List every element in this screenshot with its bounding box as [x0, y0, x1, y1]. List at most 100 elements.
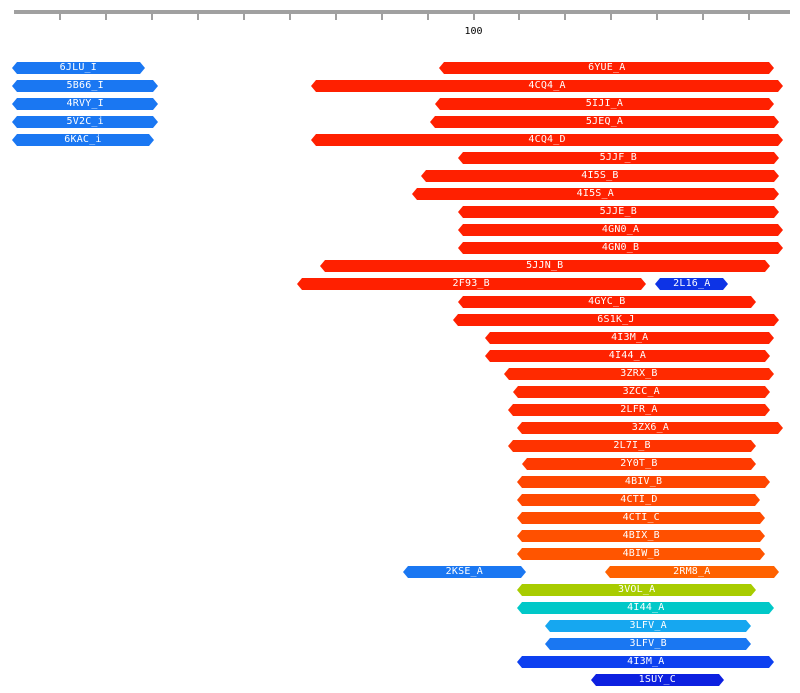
hit-bar-4cti-d[interactable]: 4CTI_D — [517, 494, 761, 506]
hit-bar-1suy-c[interactable]: 1SUY_C — [591, 674, 724, 686]
hit-bar-right-arrow — [769, 656, 775, 668]
hit-bar-body — [522, 476, 765, 488]
hit-bar-right-arrow — [640, 278, 646, 290]
hit-bar-body — [324, 260, 765, 272]
hit-bar-body — [425, 170, 774, 182]
hit-bar-right-arrow — [153, 80, 159, 92]
hit-bar-body — [527, 458, 751, 470]
hit-bar-label: 2LFR_A — [620, 404, 658, 415]
hit-bar-label: 6YUE_A — [588, 62, 626, 73]
hit-bar-right-arrow — [778, 224, 784, 236]
hit-bar-2f93-b[interactable]: 2F93_B — [296, 278, 646, 290]
hit-bar-left-arrow — [545, 620, 551, 632]
hit-bar-right-arrow — [153, 98, 159, 110]
hit-bar-3lfv-b[interactable]: 3LFV_B — [545, 638, 752, 650]
hit-bar-right-arrow — [778, 422, 784, 434]
hit-bar-4i3m-a[interactable]: 4I3M_A — [485, 332, 775, 344]
ruler-tick — [518, 14, 521, 20]
hit-bar-label: 4CTI_C — [622, 512, 660, 523]
hit-bar-body — [522, 530, 761, 542]
hit-bar-6kac-i[interactable]: 6KAC_i — [12, 134, 154, 146]
hit-bar-3lfv-a[interactable]: 3LFV_A — [545, 620, 752, 632]
hit-bar-5v2c-i[interactable]: 5V2C_i — [12, 116, 159, 128]
hit-bar-3zx6-a[interactable]: 3ZX6_A — [517, 422, 784, 434]
hit-bar-4i5s-b[interactable]: 4I5S_B — [420, 170, 779, 182]
hit-bar-4rvy-i[interactable]: 4RVY_I — [12, 98, 159, 110]
hit-bar-left-arrow — [12, 62, 17, 74]
hit-bar-4cq4-d[interactable]: 4CQ4_D — [310, 134, 784, 146]
hit-bar-4biv-b[interactable]: 4BIV_B — [517, 476, 770, 488]
hit-bar-body — [17, 116, 154, 128]
hit-bar-right-arrow — [778, 80, 784, 92]
hit-bar-label: 2RM8_A — [673, 566, 711, 577]
hit-bar-label: 3ZX6_A — [631, 422, 670, 433]
hit-bar-3vol-a[interactable]: 3VOL_A — [517, 584, 756, 596]
hit-bar-label: 2KSE_A — [445, 566, 483, 577]
ruler-tick — [426, 14, 429, 20]
hit-bar-left-arrow — [522, 458, 528, 470]
hit-bar-4bix-b[interactable]: 4BIX_B — [517, 530, 766, 542]
hit-bar-2rm8-a[interactable]: 2RM8_A — [604, 566, 779, 578]
hit-bar-left-arrow — [457, 224, 463, 236]
hit-bar-4gn0-b[interactable]: 4GN0_B — [457, 242, 784, 254]
hit-bar-right-arrow — [773, 170, 779, 182]
hit-bar-2l7i-b[interactable]: 2L7I_B — [508, 440, 756, 452]
hit-bar-body — [17, 98, 154, 110]
ruler-tick — [104, 14, 107, 20]
hit-bar-label: 2L7I_B — [613, 440, 651, 451]
hit-bar-4biw-b[interactable]: 4BIW_B — [517, 548, 766, 560]
hit-bar-body — [522, 656, 770, 668]
hit-bar-5jjf-b[interactable]: 5JJF_B — [457, 152, 779, 164]
ruler-tick — [472, 14, 475, 20]
hit-bar-5b66-i[interactable]: 5B66_I — [12, 80, 159, 92]
hit-bar-right-arrow — [750, 296, 756, 308]
hit-bar-2l16-a[interactable]: 2L16_A — [655, 278, 729, 290]
hit-bar-6jlu-i[interactable]: 6JLU_I — [12, 62, 145, 74]
hit-bar-label: 4CTI_D — [620, 494, 658, 505]
hit-bar-body — [462, 152, 774, 164]
hit-bar-2kse-a[interactable]: 2KSE_A — [402, 566, 527, 578]
hit-bar-body — [462, 206, 774, 218]
hit-bar-body — [513, 440, 751, 452]
hit-bar-right-arrow — [760, 548, 766, 560]
hit-bar-label: 4CQ4_A — [528, 80, 566, 91]
hit-bar-body — [315, 80, 779, 92]
ruler-label-100: 100 — [464, 26, 483, 37]
hit-bar-right-arrow — [723, 278, 729, 290]
hit-bar-left-arrow — [512, 386, 518, 398]
hit-bar-5jeq-a[interactable]: 5JEQ_A — [430, 116, 779, 128]
hit-bar-3zrx-b[interactable]: 3ZRX_B — [503, 368, 775, 380]
hit-bar-4i44-a[interactable]: 4I44_A — [485, 350, 770, 362]
hit-bar-left-arrow — [485, 332, 491, 344]
hit-bar-4i44-a[interactable]: 4I44_A — [517, 602, 775, 614]
hit-bar-5iji-a[interactable]: 5IJI_A — [434, 98, 775, 110]
hit-bar-3zcc-a[interactable]: 3ZCC_A — [512, 386, 770, 398]
hit-bar-4cti-c[interactable]: 4CTI_C — [517, 512, 766, 524]
hit-bar-6yue-a[interactable]: 6YUE_A — [439, 62, 775, 74]
hit-bar-2lfr-a[interactable]: 2LFR_A — [508, 404, 770, 416]
hit-bar-4i3m-a[interactable]: 4I3M_A — [517, 656, 775, 668]
hit-bar-body — [315, 134, 779, 146]
hit-bar-right-arrow — [746, 620, 752, 632]
hit-bar-body — [522, 548, 761, 560]
hit-bar-6s1k-j[interactable]: 6S1K_J — [453, 314, 779, 326]
hit-bar-label: 4CQ4_D — [528, 134, 566, 145]
hit-bar-right-arrow — [718, 674, 724, 686]
ruler-tick — [242, 14, 245, 20]
hit-bar-5jjn-b[interactable]: 5JJN_B — [319, 260, 770, 272]
hit-bar-left-arrow — [655, 278, 661, 290]
hit-bar-left-arrow — [319, 260, 325, 272]
hit-bar-4gn0-a[interactable]: 4GN0_A — [457, 224, 784, 236]
hit-bar-2y0t-b[interactable]: 2Y0T_B — [522, 458, 756, 470]
hit-bar-body — [522, 512, 761, 524]
hit-bar-right-arrow — [778, 134, 784, 146]
hit-bar-5jje-b[interactable]: 5JJE_B — [457, 206, 779, 218]
hit-bar-4gyc-b[interactable]: 4GYC_B — [457, 296, 756, 308]
hit-bar-right-arrow — [769, 602, 775, 614]
hit-bar-4cq4-a[interactable]: 4CQ4_A — [310, 80, 784, 92]
hit-bar-body — [17, 62, 140, 74]
ruler-tick — [702, 14, 705, 20]
hit-bar-4i5s-a[interactable]: 4I5S_A — [411, 188, 779, 200]
hit-bar-body — [462, 242, 779, 254]
hit-bar-right-arrow — [521, 566, 527, 578]
